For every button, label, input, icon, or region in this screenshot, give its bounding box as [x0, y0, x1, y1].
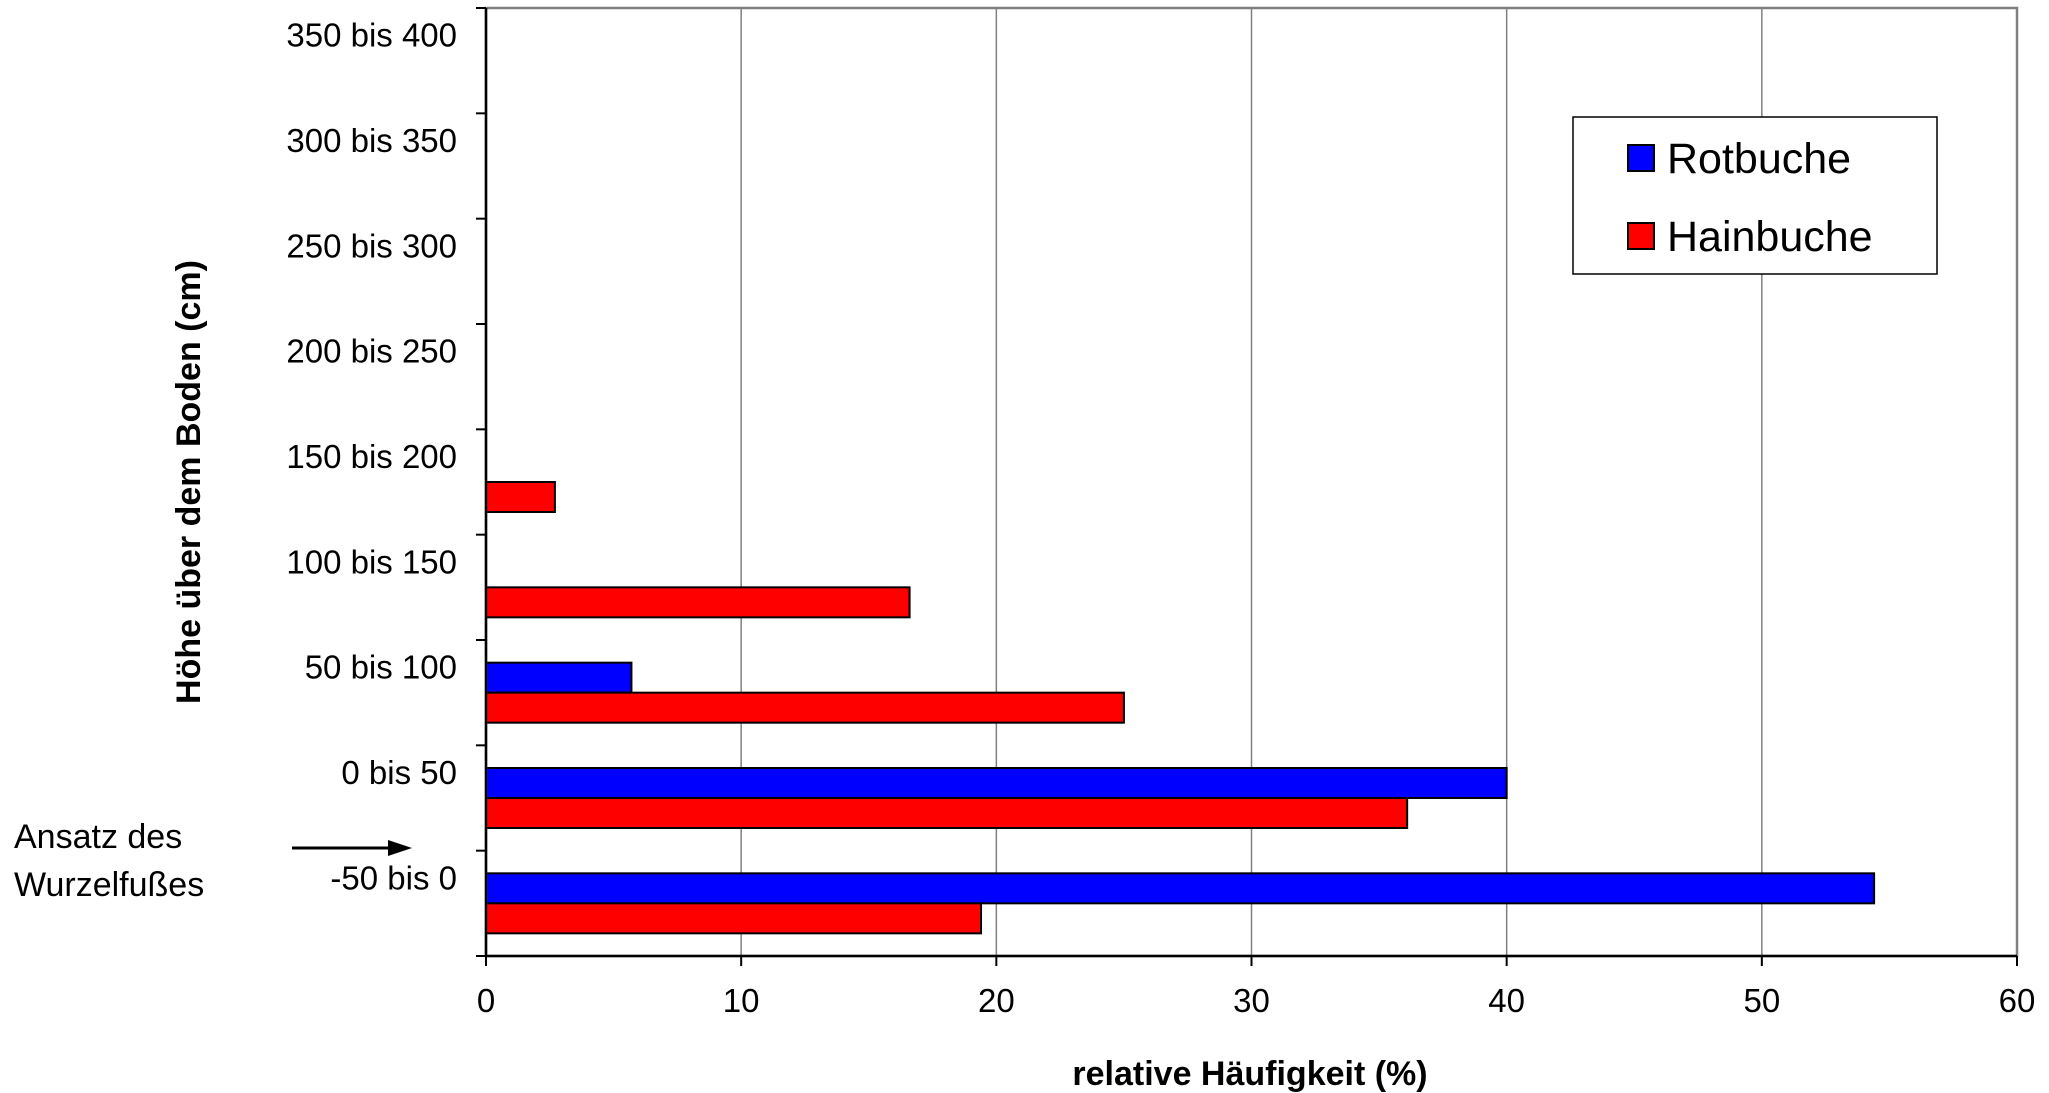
bar-rotbuche [485, 767, 1508, 799]
y-tick-label: 250 bis 300 [286, 227, 457, 264]
legend: Rotbuche Hainbuche [1572, 116, 1938, 275]
bar-hainbuche [485, 586, 911, 619]
x-tick-label: 50 [1743, 982, 1780, 1019]
y-tick-label: 150 bis 200 [286, 438, 457, 475]
x-tick-label: 10 [723, 982, 760, 1019]
bar-rotbuche [485, 872, 1876, 905]
y-tick-label: 0 bis 50 [341, 754, 457, 791]
y-tick-label: 100 bis 150 [286, 543, 457, 580]
x-axis-title: relative Häufigkeit (%) [1072, 1055, 1427, 1093]
x-tick-label: 30 [1233, 982, 1270, 1019]
y-tick-label: -50 bis 0 [330, 859, 457, 896]
y-tick-label: 350 bis 400 [286, 17, 457, 54]
bar-rotbuche [485, 661, 633, 694]
x-tick-label: 20 [978, 982, 1015, 1019]
x-tick-label: 0 [477, 982, 495, 1019]
axes [476, 6, 2019, 966]
legend-label-rotbuche: Rotbuche [1667, 135, 1851, 183]
bars [485, 481, 1876, 935]
x-tick-label: 40 [1488, 982, 1525, 1019]
y-axis-title: Höhe über dem Boden (cm) [170, 260, 208, 704]
bar-hainbuche [485, 481, 556, 513]
bar-hainbuche [485, 797, 1409, 829]
x-tick-labels: 0 10 20 30 40 50 60 [477, 982, 2036, 1019]
y-tick-label: 300 bis 350 [286, 122, 457, 159]
y-tick-labels: -50 bis 0 0 bis 50 50 bis 100 100 bis 150 15… [286, 17, 457, 897]
annotation-line-2: Wurzelfußes [14, 866, 204, 904]
legend-label-hainbuche: Hainbuche [1667, 213, 1873, 261]
bar-hainbuche [485, 902, 983, 935]
annotation-line-1: Ansatz des [14, 818, 182, 856]
annotation: Ansatz des Wurzelfußes [14, 818, 412, 904]
y-tick-label: 50 bis 100 [305, 649, 457, 686]
bar-hainbuche [485, 691, 1125, 724]
legend-swatch-hainbuche [1627, 222, 1655, 250]
legend-swatch-rotbuche [1627, 144, 1655, 172]
annotation-arrow-icon [388, 840, 412, 856]
x-tick-label: 60 [1999, 982, 2036, 1019]
y-tick-label: 200 bis 250 [286, 333, 457, 370]
